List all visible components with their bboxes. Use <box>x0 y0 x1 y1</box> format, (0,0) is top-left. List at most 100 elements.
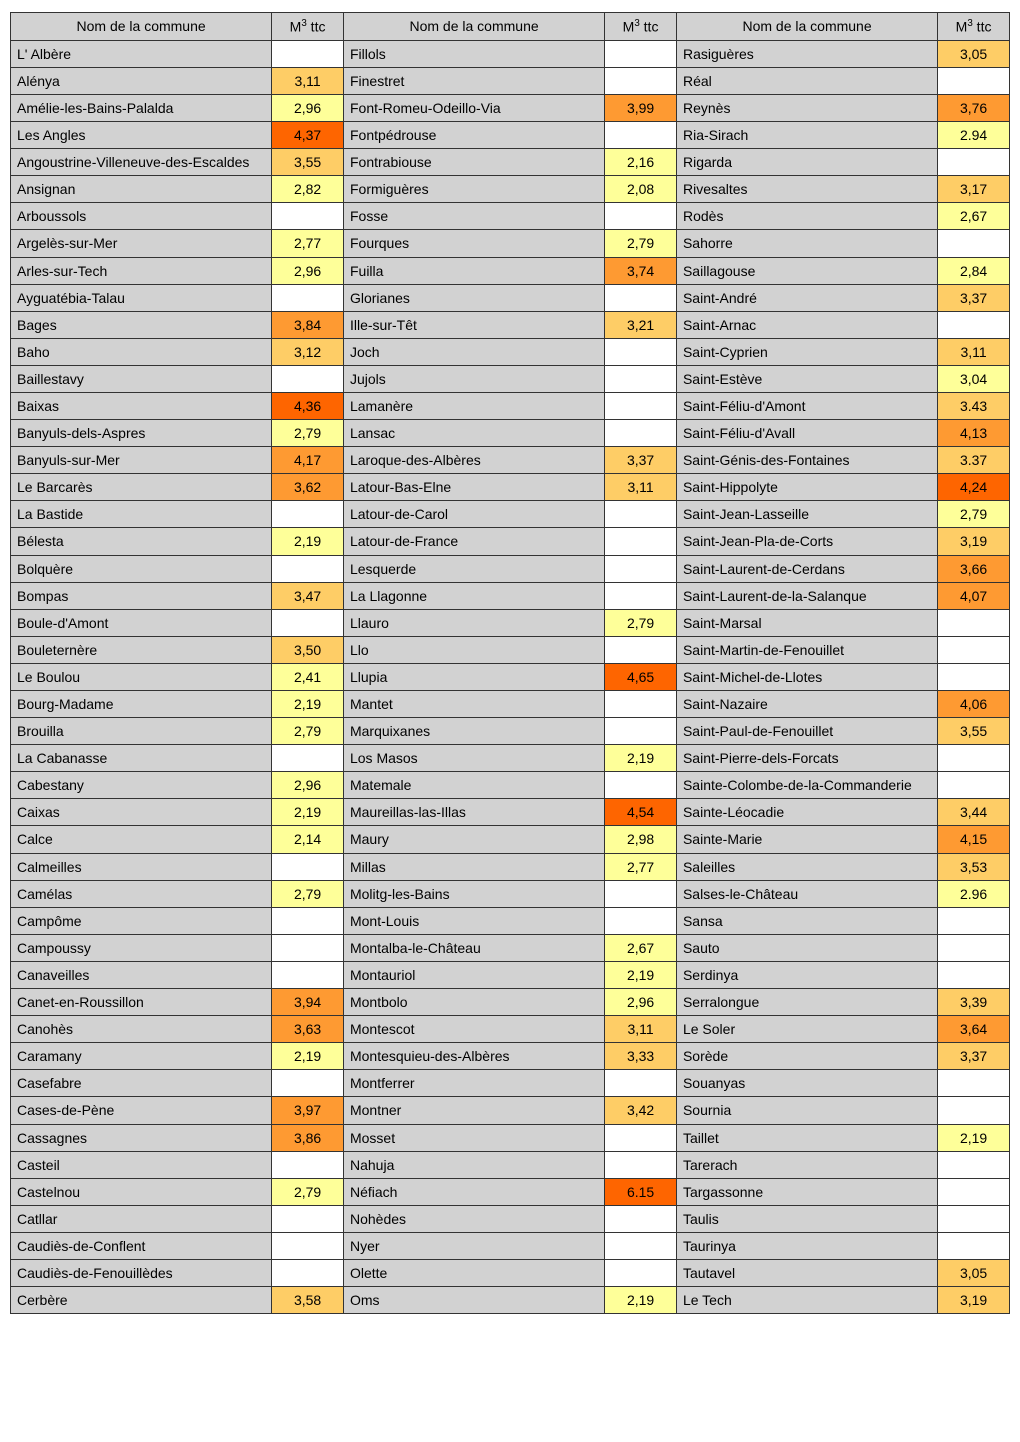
commune-name: Saillagouse <box>676 257 937 284</box>
commune-value: 3,17 <box>938 176 1010 203</box>
commune-name: Tautavel <box>676 1259 937 1286</box>
commune-value <box>272 40 344 67</box>
col-val-header: M3 ttc <box>938 13 1010 41</box>
commune-value: 2,77 <box>272 230 344 257</box>
commune-value: 3,64 <box>938 1016 1010 1043</box>
commune-value: 3,99 <box>605 94 677 121</box>
commune-name: Millas <box>343 853 604 880</box>
commune-name: Fillols <box>343 40 604 67</box>
commune-name: Les Angles <box>11 122 272 149</box>
table-row: L' AlbèreFillolsRasiguères3,05 <box>11 40 1010 67</box>
table-row: Le Boulou2,41Llupia4,65Saint-Michel-de-L… <box>11 663 1010 690</box>
commune-value <box>605 501 677 528</box>
commune-name: Mantet <box>343 691 604 718</box>
commune-value: 4,54 <box>605 799 677 826</box>
commune-name: Lesquerde <box>343 555 604 582</box>
commune-value <box>605 582 677 609</box>
commune-name: Montferrer <box>343 1070 604 1097</box>
commune-name: Canohès <box>11 1016 272 1043</box>
commune-value: 3,21 <box>605 311 677 338</box>
table-row: Bourg-Madame2,19MantetSaint-Nazaire4,06 <box>11 691 1010 718</box>
col-val-header: M3 ttc <box>605 13 677 41</box>
commune-name: Baixas <box>11 392 272 419</box>
commune-value: 2,98 <box>605 826 677 853</box>
commune-value: 2,96 <box>272 257 344 284</box>
table-row: Cassagnes3,86MossetTaillet2,19 <box>11 1124 1010 1151</box>
commune-name: Saint-Laurent-de-Cerdans <box>676 555 937 582</box>
commune-value <box>605 284 677 311</box>
commune-value: 4,65 <box>605 663 677 690</box>
commune-value <box>605 1205 677 1232</box>
commune-value: 2,79 <box>272 880 344 907</box>
table-row: CampoussyMontalba-le-Château2,67Sauto <box>11 934 1010 961</box>
commune-value <box>938 1178 1010 1205</box>
commune-name: Montbolo <box>343 989 604 1016</box>
commune-value: 3,84 <box>272 311 344 338</box>
commune-name: Angoustrine-Villeneuve-des-Escaldes <box>11 149 272 176</box>
commune-name: La Cabanasse <box>11 745 272 772</box>
commune-value: 3,11 <box>605 474 677 501</box>
commune-name: Souanyas <box>676 1070 937 1097</box>
commune-value <box>938 1151 1010 1178</box>
commune-value <box>605 122 677 149</box>
page: Nom de la commune M3 ttc Nom de la commu… <box>0 0 1020 1334</box>
commune-name: Sainte-Léocadie <box>676 799 937 826</box>
commune-value <box>605 528 677 555</box>
commune-value <box>605 636 677 663</box>
commune-name: Montalba-le-Château <box>343 934 604 961</box>
commune-name: Fontpédrouse <box>343 122 604 149</box>
table-row: BolquèreLesquerdeSaint-Laurent-de-Cerdan… <box>11 555 1010 582</box>
table-row: Camélas2,79Molitg-les-BainsSalses-le-Châ… <box>11 880 1010 907</box>
commune-name: Joch <box>343 338 604 365</box>
commune-name: Glorianes <box>343 284 604 311</box>
table-row: Arles-sur-Tech2,96Fuilla3,74Saillagouse2… <box>11 257 1010 284</box>
commune-value <box>938 1097 1010 1124</box>
commune-value <box>605 691 677 718</box>
commune-name: Baho <box>11 338 272 365</box>
commune-name: Mosset <box>343 1124 604 1151</box>
commune-name: Néfiach <box>343 1178 604 1205</box>
commune-name: Fontrabiouse <box>343 149 604 176</box>
col-name-header: Nom de la commune <box>676 13 937 41</box>
commune-name: Cases-de-Pène <box>11 1097 272 1124</box>
header-row: Nom de la commune M3 ttc Nom de la commu… <box>11 13 1010 41</box>
commune-value: 4,37 <box>272 122 344 149</box>
commune-name: Nahuja <box>343 1151 604 1178</box>
commune-name: Saint-Génis-des-Fontaines <box>676 447 937 474</box>
commune-name: Sansa <box>676 907 937 934</box>
commune-name: Arles-sur-Tech <box>11 257 272 284</box>
commune-value: 3,55 <box>272 149 344 176</box>
commune-name: Baillestavy <box>11 365 272 392</box>
commune-name: Alénya <box>11 67 272 94</box>
commune-value <box>272 1151 344 1178</box>
commune-value: 2,82 <box>272 176 344 203</box>
commune-name: Casefabre <box>11 1070 272 1097</box>
commune-name: Campôme <box>11 907 272 934</box>
table-row: CanaveillesMontauriol2,19Serdinya <box>11 961 1010 988</box>
commune-name: Saleilles <box>676 853 937 880</box>
table-row: Baho3,12JochSaint-Cyprien3,11 <box>11 338 1010 365</box>
table-head: Nom de la commune M3 ttc Nom de la commu… <box>11 13 1010 41</box>
commune-value <box>272 1205 344 1232</box>
commune-value <box>272 1070 344 1097</box>
commune-value <box>605 555 677 582</box>
commune-name: Nyer <box>343 1232 604 1259</box>
commune-name: Jujols <box>343 365 604 392</box>
commune-value: 2,77 <box>605 853 677 880</box>
commune-name: Canet-en-Roussillon <box>11 989 272 1016</box>
commune-value <box>938 961 1010 988</box>
table-row: Brouilla2,79MarquixanesSaint-Paul-de-Fen… <box>11 718 1010 745</box>
table-row: Ayguatébia-TalauGlorianesSaint-André3,37 <box>11 284 1010 311</box>
commune-name: Lansac <box>343 420 604 447</box>
commune-value: 2,19 <box>272 528 344 555</box>
table-row: Caudiès-de-FenouillèdesOletteTautavel3,0… <box>11 1259 1010 1286</box>
commune-value: 3,11 <box>938 338 1010 365</box>
commune-name: Ayguatébia-Talau <box>11 284 272 311</box>
commune-name: Bouleternère <box>11 636 272 663</box>
table-row: CatllarNohèdesTaulis <box>11 1205 1010 1232</box>
commune-value <box>605 67 677 94</box>
commune-value: 3,53 <box>938 853 1010 880</box>
commune-value: 3,62 <box>272 474 344 501</box>
commune-value: 3,55 <box>938 718 1010 745</box>
commune-value <box>605 718 677 745</box>
